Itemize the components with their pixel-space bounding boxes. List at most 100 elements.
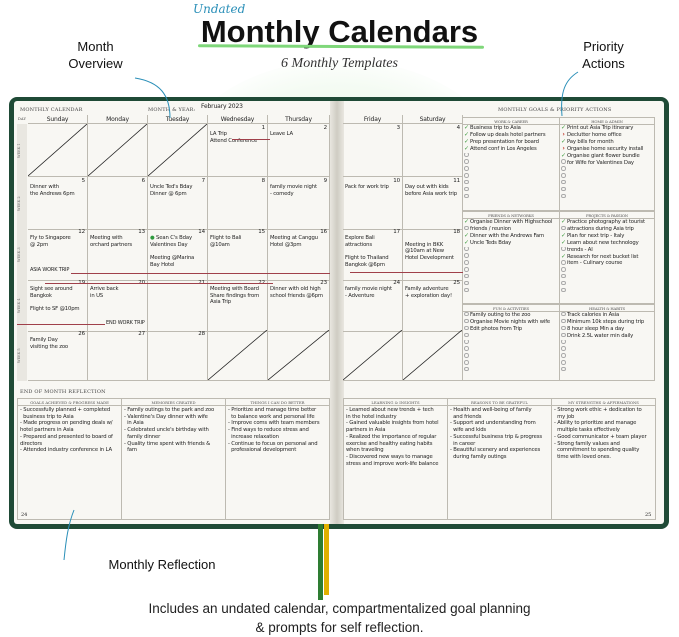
goal-item[interactable]: [463, 281, 559, 288]
checkbox-circle-icon[interactable]: [463, 325, 470, 333]
calendar-cell-day[interactable]: 17 Explore Bali attractions Flight to Thail…: [343, 228, 403, 281]
calendar-cell-day[interactable]: 10 Pack for work trip: [343, 177, 403, 230]
checkmark-icon[interactable]: ✓: [561, 239, 566, 246]
calendar-cell-empty[interactable]: [403, 330, 463, 381]
checkmark-icon[interactable]: ✓: [464, 125, 469, 132]
calendar-cell-day[interactable]: 8: [208, 177, 268, 230]
checkbox-circle-icon[interactable]: [560, 187, 567, 194]
calendar-cell-day[interactable]: 14 ● Sean C's Bday Valentines Day Meeting @…: [148, 228, 208, 281]
migrated-arrow-icon[interactable]: ›: [562, 145, 565, 152]
checkmark-icon[interactable]: ✓: [464, 131, 469, 138]
checkbox-circle-icon[interactable]: [463, 260, 470, 267]
checkbox-circle-icon[interactable]: [463, 225, 470, 233]
checkbox-circle-icon[interactable]: [463, 193, 470, 201]
goal-item[interactable]: ✓ Organise Dinner with Highschool: [463, 219, 559, 226]
goal-item[interactable]: [463, 346, 559, 353]
goal-item[interactable]: ✓ Follow up deals hotel partners: [463, 132, 559, 139]
checkbox-circle-icon[interactable]: [463, 367, 470, 374]
goal-item[interactable]: Drink 2.5L water min daily: [560, 332, 654, 340]
goal-item[interactable]: trends - AI: [560, 246, 654, 254]
checkbox-circle-icon[interactable]: [560, 281, 567, 288]
goal-item[interactable]: › Declutter home office: [560, 132, 654, 139]
goal-item[interactable]: [560, 281, 654, 288]
goal-item[interactable]: [463, 367, 559, 374]
checkbox-circle-icon[interactable]: [560, 287, 567, 295]
calendar-cell-empty[interactable]: [208, 330, 268, 381]
calendar-cell-day[interactable]: 18 Meeting in BKK @10am at New Hotel Develo…: [403, 228, 463, 281]
goal-item[interactable]: ✓ Attend conf in Los Angeles: [463, 146, 559, 153]
checkbox-circle-icon[interactable]: [463, 287, 470, 295]
goal-item[interactable]: [463, 159, 559, 166]
goal-item[interactable]: [560, 339, 654, 347]
checkmark-icon[interactable]: ✓: [464, 239, 469, 246]
migrated-arrow-icon[interactable]: ›: [562, 131, 565, 138]
checkbox-circle-icon[interactable]: [463, 187, 470, 194]
calendar-cell-day[interactable]: 26 Family Day visiting the zoo: [28, 330, 88, 381]
goal-item[interactable]: ✓ Learn about new technology: [560, 240, 654, 247]
checkbox-circle-icon[interactable]: [463, 159, 470, 166]
calendar-cell-day[interactable]: 28: [148, 330, 208, 381]
calendar-cell-day[interactable]: 23 Dinner with old high school friends @6p…: [268, 279, 330, 332]
goal-item[interactable]: ✓ Organise giant flower bundle: [560, 153, 654, 160]
reflection-column[interactable]: REASONS TO BE GRATEFUL - Health and well-…: [448, 399, 552, 519]
checkbox-circle-icon[interactable]: [463, 173, 470, 180]
checkbox-circle-icon[interactable]: [560, 325, 567, 333]
calendar-cell-day[interactable]: 3: [343, 124, 403, 177]
checkbox-circle-icon[interactable]: [463, 360, 470, 367]
goal-item[interactable]: 8 hour sleep Min a day: [560, 325, 654, 333]
checkmark-icon[interactable]: ✓: [561, 125, 566, 132]
checkbox-circle-icon[interactable]: [560, 225, 567, 233]
goal-item[interactable]: Track calories in Asia: [560, 312, 654, 319]
goal-item[interactable]: [560, 287, 654, 295]
checkbox-circle-icon[interactable]: [463, 281, 470, 288]
calendar-cell-empty[interactable]: [148, 124, 208, 177]
goal-item[interactable]: [463, 339, 559, 347]
goal-item[interactable]: ✓ Uncle Teds Bday: [463, 240, 559, 247]
checkbox-circle-icon[interactable]: [560, 360, 567, 367]
reflection-column[interactable]: LEARNING & INSIGHTS - Learned about new t…: [344, 399, 448, 519]
calendar-cell-day[interactable]: 4: [403, 124, 463, 177]
goal-item[interactable]: Family outing to the zoo: [463, 312, 559, 319]
calendar-cell-empty[interactable]: [28, 124, 88, 177]
goal-item[interactable]: [463, 274, 559, 281]
goal-item[interactable]: [463, 246, 559, 254]
goal-item[interactable]: for Wife for Valentines Day: [560, 159, 654, 166]
goal-item[interactable]: ✓ Business trip to Asia: [463, 125, 559, 132]
goal-item[interactable]: [463, 287, 559, 295]
goal-item[interactable]: ✓ Practice photography at tourist: [560, 219, 654, 226]
goal-item[interactable]: [463, 152, 559, 160]
checkmark-icon[interactable]: ✓: [561, 219, 566, 226]
checkbox-circle-icon[interactable]: [560, 318, 567, 326]
calendar-cell-day[interactable]: 1 LA Trip Attend Conference: [208, 124, 268, 177]
checkbox-circle-icon[interactable]: [463, 312, 470, 319]
calendar-cell-day[interactable]: 5 Dinner with the Andrews 6pm: [28, 177, 88, 230]
calendar-cell-day[interactable]: 7 Uncle Ted's Bday Dinner @ 6pm: [148, 177, 208, 230]
goal-item[interactable]: [560, 267, 654, 274]
goal-item[interactable]: › Organise home security install: [560, 146, 654, 153]
checkbox-circle-icon[interactable]: [560, 173, 567, 180]
goal-item[interactable]: ✓ Pay bills for month: [560, 139, 654, 146]
checkmark-icon[interactable]: ✓: [464, 219, 469, 226]
checkbox-circle-icon[interactable]: [463, 180, 470, 187]
checkmark-icon[interactable]: ✓: [464, 138, 469, 145]
checkbox-circle-icon[interactable]: [463, 267, 470, 274]
goal-item[interactable]: [560, 193, 654, 201]
reflection-column[interactable]: THINGS I CAN DO BETTER - Prioritize and m…: [226, 399, 329, 519]
calendar-cell-day[interactable]: 2 Leave LA: [268, 124, 330, 177]
checkbox-circle-icon[interactable]: [463, 346, 470, 353]
goal-item[interactable]: ✓ Prep presentation for board: [463, 139, 559, 146]
goal-item[interactable]: [463, 353, 559, 360]
calendar-cell-empty[interactable]: [343, 330, 403, 381]
goal-item[interactable]: [560, 180, 654, 187]
goal-item[interactable]: [463, 332, 559, 340]
goal-item[interactable]: [463, 180, 559, 187]
calendar-cell-day[interactable]: 15 Flight to Bali @10am: [208, 228, 268, 281]
calendar-cell-day[interactable]: 13 Meeting with orchard partners: [88, 228, 148, 281]
reflection-column[interactable]: MEMORIES CREATED - Family outings to the …: [122, 399, 226, 519]
calendar-cell-day[interactable]: 27: [88, 330, 148, 381]
goal-item[interactable]: [463, 173, 559, 180]
checkbox-circle-icon[interactable]: [463, 353, 470, 360]
checkbox-circle-icon[interactable]: [463, 166, 470, 173]
checkbox-circle-icon[interactable]: [463, 332, 470, 340]
checkbox-circle-icon[interactable]: [560, 166, 567, 173]
